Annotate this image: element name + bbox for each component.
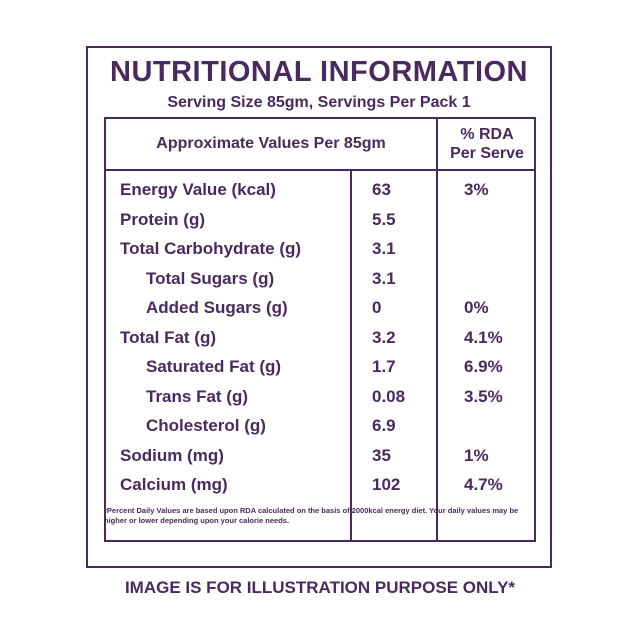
table-row: Calcium (mg) 102 4.7%	[106, 470, 534, 500]
nutrient-value: 3.1	[372, 268, 396, 288]
nutrient-name: Energy Value (kcal)	[120, 180, 276, 199]
nutrient-name: Added Sugars (g)	[146, 298, 288, 317]
nutrient-rda: 3.5%	[464, 386, 503, 406]
nutrient-name: Total Fat (g)	[120, 327, 216, 347]
table-row: Saturated Fat (g) 1.7 6.9%	[106, 352, 534, 382]
rda-footnote: *Percent Daily Values are based upon RDA…	[104, 506, 519, 525]
column-divider-values	[350, 169, 352, 540]
serving-info: Serving Size 85gm, Servings Per Pack 1	[167, 94, 471, 111]
nutrient-name: Trans Fat (g)	[146, 386, 249, 406]
nutrient-name: Total Sugars (g)	[146, 268, 275, 288]
nutrient-rda: 0%	[464, 298, 489, 317]
nutrient-value: 63	[372, 180, 391, 199]
header-rda-line2: Per Serve	[450, 145, 524, 162]
table-row: Sodium (mg) 35 1%	[106, 441, 534, 471]
nutrient-name: Calcium (mg)	[120, 475, 228, 494]
nutrition-panel: NUTRITIONAL INFORMATION Serving Size 85g…	[86, 46, 552, 568]
nutrient-value: 0.08	[372, 386, 406, 406]
header-values-label: Approximate Values Per 85gm	[156, 135, 386, 152]
table-row: Added Sugars (g) 0 0%	[106, 293, 534, 323]
table-row: Protein (g) 5.5	[106, 205, 534, 235]
table-row: Energy Value (kcal) 63 3%	[106, 175, 534, 205]
nutrient-name: Cholesterol (g)	[146, 416, 266, 435]
nutrient-value: 3.1	[372, 239, 396, 258]
nutrient-value: 0	[372, 298, 382, 317]
nutrient-rda: 6.9%	[464, 357, 503, 376]
nutrition-table: Approximate Values Per 85gm % RDA Per Se…	[104, 117, 536, 542]
nutrient-name: Protein (g)	[120, 209, 205, 229]
table-row: Trans Fat (g) 0.08 3.5%	[106, 382, 534, 412]
column-divider-rda	[436, 119, 438, 540]
nutrient-value: 3.2	[372, 327, 396, 347]
nutrient-value: 5.5	[372, 209, 396, 229]
nutrient-rda: 4.1%	[464, 327, 503, 347]
header-rda-label: % RDA Per Serve	[438, 119, 536, 169]
nutrient-value: 35	[372, 445, 391, 465]
table-row: Total Carbohydrate (g) 3.1	[106, 234, 534, 264]
nutrient-value: 6.9	[372, 416, 396, 435]
illustration-disclaimer: IMAGE IS FOR ILLUSTRATION PURPOSE ONLY*	[124, 578, 516, 597]
nutrient-rda: 4.7%	[464, 475, 503, 494]
panel-title: NUTRITIONAL INFORMATION	[110, 56, 528, 88]
nutrient-name: Saturated Fat (g)	[146, 357, 282, 376]
table-row: Cholesterol (g) 6.9	[106, 411, 534, 441]
nutrient-rda: 3%	[464, 180, 489, 199]
nutrient-rows: Energy Value (kcal) 63 3% Protein (g) 5.…	[106, 171, 534, 500]
nutrient-rda: 1%	[464, 445, 489, 465]
table-row: Total Fat (g) 3.2 4.1%	[106, 323, 534, 353]
header-divider	[106, 169, 534, 171]
header-rda-line1: % RDA	[460, 126, 514, 143]
nutrient-value: 102	[372, 475, 401, 494]
nutrient-name: Total Carbohydrate (g)	[120, 239, 302, 258]
nutrient-value: 1.7	[372, 357, 396, 376]
nutrient-name: Sodium (mg)	[120, 445, 224, 465]
table-row: Total Sugars (g) 3.1	[106, 264, 534, 294]
